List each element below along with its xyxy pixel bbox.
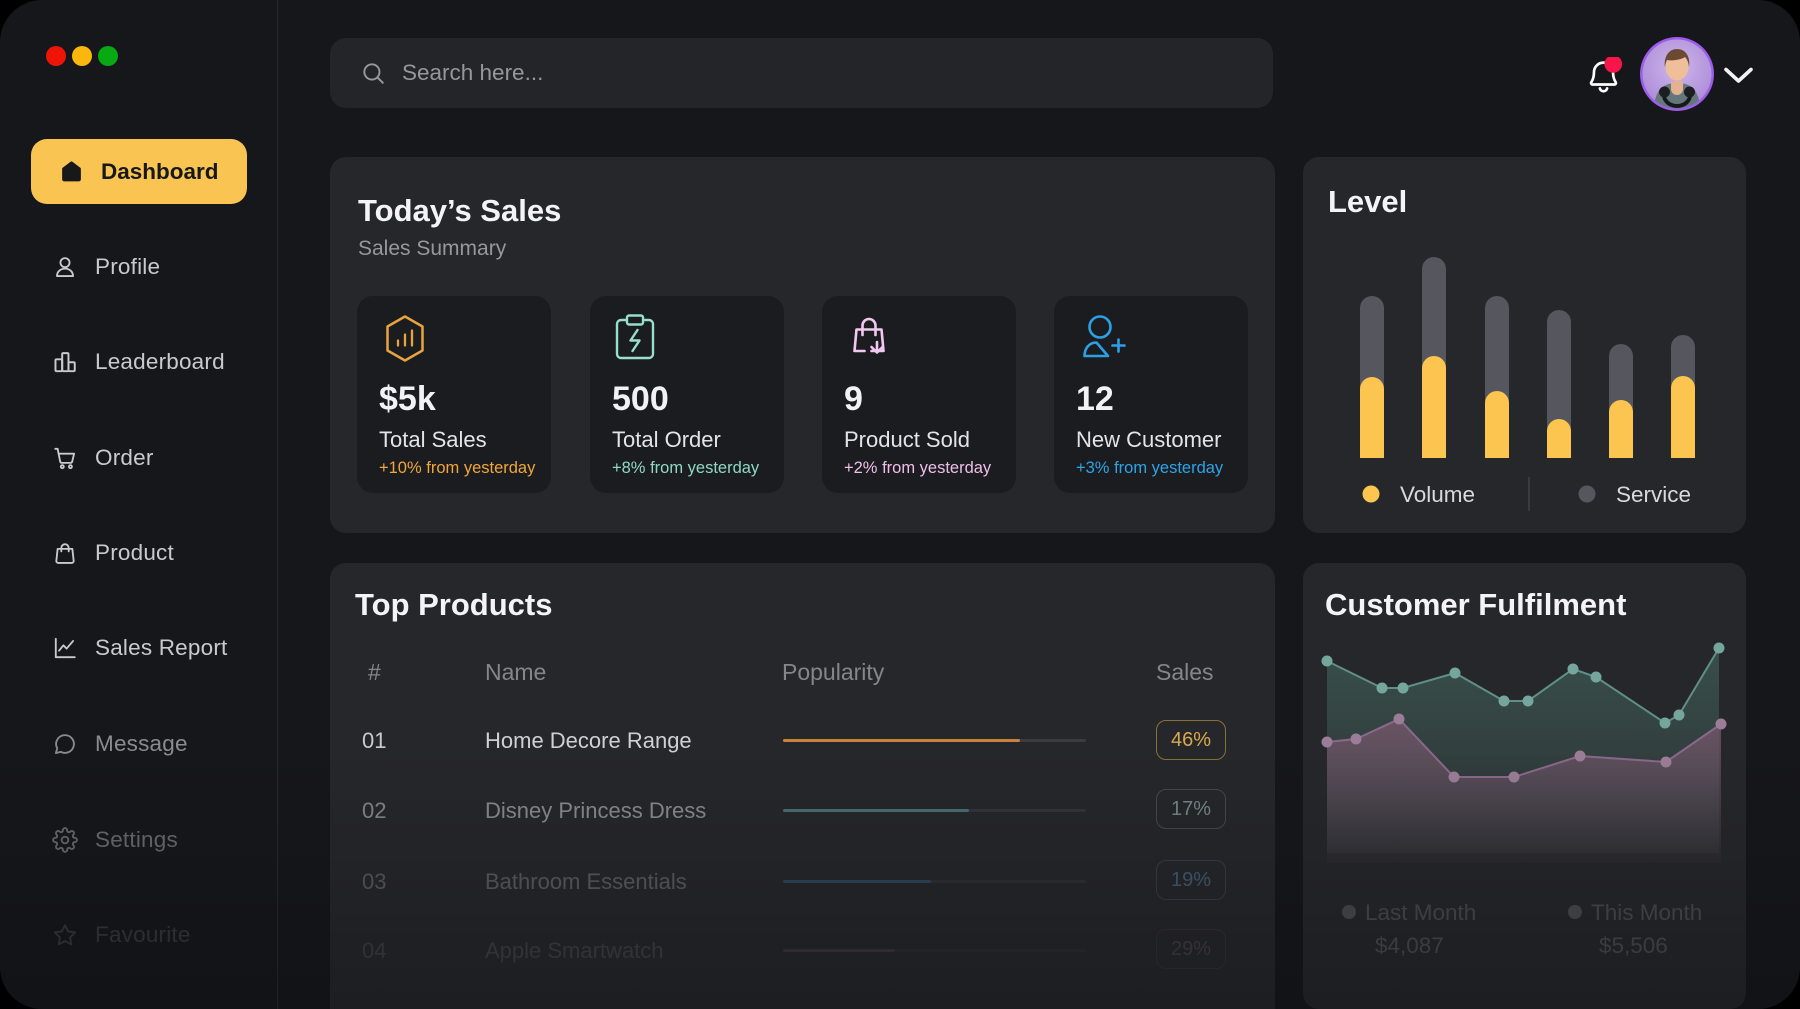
svg-text:Service: Service <box>1616 482 1691 507</box>
svg-text:This Month: This Month <box>1591 900 1702 925</box>
svg-text:Volume: Volume <box>1400 482 1475 507</box>
svg-text:$4,087: $4,087 <box>1375 933 1444 958</box>
svg-text:Last Month: Last Month <box>1365 900 1476 925</box>
svg-text:$5,506: $5,506 <box>1599 933 1668 958</box>
